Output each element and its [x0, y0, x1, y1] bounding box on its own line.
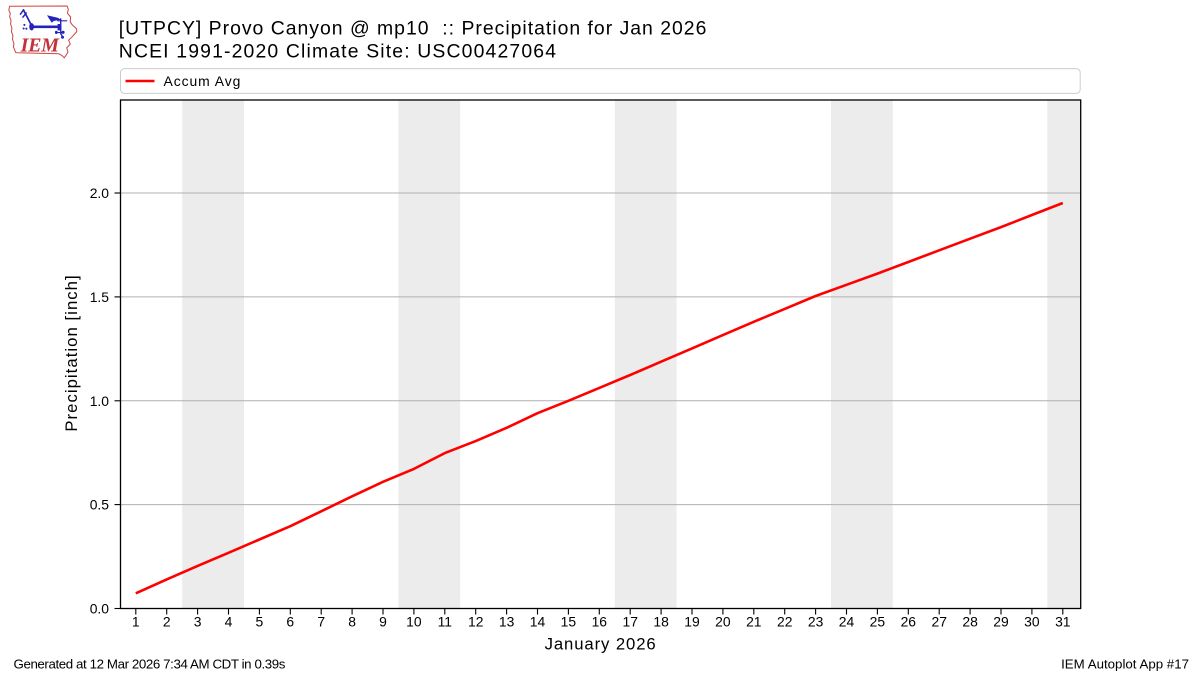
svg-text:4: 4 — [225, 614, 233, 630]
svg-text:13: 13 — [499, 614, 515, 630]
svg-text:22: 22 — [777, 614, 793, 630]
svg-text:23: 23 — [808, 614, 824, 630]
svg-text:12: 12 — [468, 614, 484, 630]
svg-text:9: 9 — [379, 614, 387, 630]
svg-text:11: 11 — [438, 614, 453, 630]
svg-text:14: 14 — [530, 614, 546, 630]
svg-text:1: 1 — [132, 614, 140, 630]
svg-text:24: 24 — [839, 614, 855, 630]
svg-text:1.5: 1.5 — [90, 289, 110, 305]
svg-text:10: 10 — [406, 614, 422, 630]
svg-text:20: 20 — [715, 614, 731, 630]
svg-text:29: 29 — [993, 614, 1009, 630]
svg-text:3: 3 — [194, 614, 202, 630]
svg-text:January 2026: January 2026 — [545, 634, 657, 653]
svg-text:28: 28 — [962, 614, 978, 630]
svg-text:2.0: 2.0 — [90, 185, 110, 201]
svg-text:8: 8 — [348, 614, 356, 630]
svg-text:25: 25 — [870, 614, 886, 630]
svg-text:16: 16 — [592, 614, 608, 630]
svg-text:18: 18 — [653, 614, 669, 630]
svg-text:27: 27 — [931, 614, 947, 630]
svg-text:Accum Avg: Accum Avg — [164, 73, 242, 89]
svg-text:26: 26 — [901, 614, 917, 630]
svg-text:IEM: IEM — [20, 34, 61, 56]
svg-text:NCEI 1991-2020 Climate Site: U: NCEI 1991-2020 Climate Site: USC00427064 — [119, 41, 557, 63]
svg-text:30: 30 — [1024, 614, 1040, 630]
svg-text:7: 7 — [317, 614, 325, 630]
svg-text:6: 6 — [286, 614, 294, 630]
svg-text:Generated at 12 Mar 2026 7:34: Generated at 12 Mar 2026 7:34 AM CDT in … — [14, 656, 286, 671]
svg-text:19: 19 — [684, 614, 700, 630]
svg-text:5: 5 — [256, 614, 264, 630]
svg-text:IEM Autoplot App #17: IEM Autoplot App #17 — [1061, 656, 1189, 671]
svg-text:31: 31 — [1055, 614, 1071, 630]
svg-text:0.5: 0.5 — [90, 497, 110, 513]
svg-text:1.0: 1.0 — [90, 393, 110, 409]
svg-text:17: 17 — [622, 614, 638, 630]
svg-text:[UTPCY] Provo Canyon @ mp10 :: [UTPCY] Provo Canyon @ mp10 :: Precipita… — [119, 18, 708, 40]
svg-text:Precipitation [inch]: Precipitation [inch] — [62, 274, 81, 431]
svg-text:0.0: 0.0 — [90, 601, 110, 617]
svg-text:2: 2 — [163, 614, 171, 630]
svg-text:21: 21 — [746, 614, 762, 630]
svg-text:15: 15 — [561, 614, 577, 630]
